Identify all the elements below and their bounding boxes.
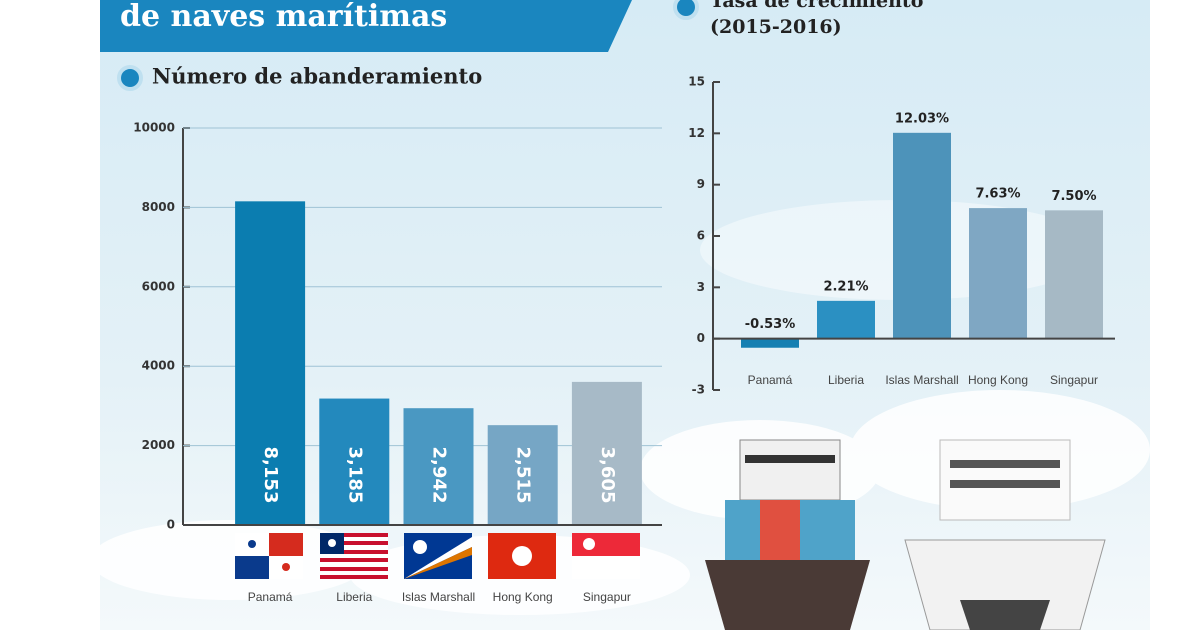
x-tick-label: Panamá — [748, 373, 793, 387]
y-tick-label: 9 — [697, 177, 705, 191]
flags — [235, 533, 640, 579]
bar — [571, 381, 642, 525]
bar — [969, 208, 1027, 339]
x-tick-label: Islas Marshall — [402, 590, 475, 604]
y-tick-label: 8000 — [142, 200, 175, 214]
x-tick-label: Hong Kong — [968, 373, 1028, 387]
bullet — [117, 65, 143, 91]
value-label: 3,185 — [344, 447, 365, 504]
bar — [403, 408, 474, 525]
y-tick-label: 15 — [688, 75, 705, 89]
bar — [817, 300, 875, 339]
chart-subtitle: (2015-2016) — [710, 16, 842, 38]
x-tick-label: Panamá — [248, 590, 293, 604]
y-tick-label: 3 — [697, 280, 705, 294]
bar — [893, 132, 951, 339]
value-label: 12.03% — [895, 111, 949, 126]
y-tick-label: 12 — [688, 126, 705, 140]
value-label: 7.63% — [975, 187, 1020, 202]
x-tick-label: Singapur — [1050, 373, 1098, 387]
bar — [1045, 210, 1103, 339]
x-tick-label: Hong Kong — [493, 590, 553, 604]
y-tick-label: 6000 — [142, 279, 175, 293]
value-label: 3,605 — [597, 447, 618, 504]
title-banner — [100, 0, 632, 52]
value-label: 2,515 — [513, 447, 534, 504]
bar — [487, 425, 558, 525]
chart-title: Número de abanderamiento — [152, 64, 482, 89]
bullet — [673, 0, 699, 20]
x-tick-label: Singapur — [583, 590, 631, 604]
value-label: 7.50% — [1051, 189, 1096, 204]
y-tick-label: 0 — [167, 518, 175, 532]
x-tick-label: Liberia — [336, 590, 372, 604]
y-tick-label: 10000 — [133, 121, 175, 135]
y-tick-label: 4000 — [142, 359, 175, 373]
bar — [319, 398, 390, 525]
x-tick-label: Islas Marshall — [885, 373, 958, 387]
value-label: 2,942 — [429, 447, 450, 504]
x-tick-label: Liberia — [828, 373, 864, 387]
value-label: -0.53% — [745, 317, 796, 332]
value-label: 8,153 — [260, 447, 281, 504]
value-label: 2.21% — [823, 279, 868, 294]
bar — [235, 201, 306, 525]
chart-title: Tasa de crecimiento — [710, 0, 923, 12]
y-tick-label: 6 — [697, 229, 705, 243]
bar — [741, 338, 799, 348]
y-tick-label: 2000 — [142, 438, 175, 452]
ships — [705, 439, 1106, 630]
y-tick-label: -3 — [692, 383, 705, 397]
y-tick-label: 0 — [697, 331, 705, 345]
title: de naves marítimas — [120, 0, 447, 34]
